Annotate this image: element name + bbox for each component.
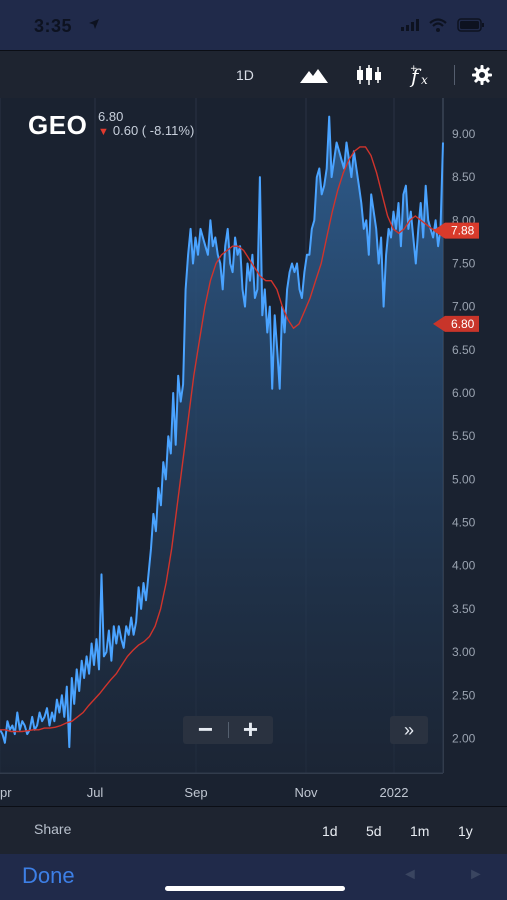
price-chart[interactable]: pr Jul Sep Nov 20229.008.508.007.507.006.506… — [0, 98, 507, 806]
y-tick-label: 7.50 — [452, 256, 476, 270]
zoom-divider — [228, 722, 229, 738]
price-line — [0, 115, 444, 749]
range-1m-button[interactable]: 1m — [410, 823, 430, 839]
price-change: ▼ 0.60 ( -8.11%) — [98, 123, 194, 138]
price-tag — [433, 222, 479, 239]
signal-icon — [401, 19, 419, 31]
home-indicator — [165, 886, 345, 891]
zoom-control: − + — [183, 716, 273, 744]
y-tick-label: 3.50 — [452, 602, 476, 616]
moving-average-line — [0, 146, 443, 733]
y-tick-label: 4.00 — [452, 559, 476, 573]
price-tag-label: 6.80 — [451, 317, 475, 331]
status-icons — [401, 16, 485, 34]
candlestick-icon[interactable] — [354, 63, 384, 87]
svg-text:x: x — [421, 73, 428, 87]
status-bar: 3:35 — [0, 0, 507, 50]
svg-text:+: + — [410, 64, 418, 74]
done-button[interactable]: Done — [22, 863, 75, 888]
location-arrow-icon — [89, 19, 99, 29]
toolbar-divider — [454, 65, 455, 85]
interval-selector[interactable]: 1D — [236, 67, 254, 83]
zoom-in-button[interactable]: + — [242, 714, 259, 744]
x-tick-label: Nov — [294, 785, 318, 800]
chart-area[interactable]: pr Jul Sep Nov 2022 9.00 8.50 8.00 7.50 7.00 6.50 6… — [0, 98, 507, 806]
mountain-chart-icon[interactable] — [299, 63, 329, 87]
range-1y-button[interactable]: 1y — [458, 823, 473, 839]
y-tick-label: 9.00 — [452, 127, 476, 141]
y-tick-label: 8.50 — [452, 170, 476, 184]
x-tick-label: Sep — [184, 785, 207, 800]
y-tick-label: 5.00 — [452, 472, 476, 486]
previous-button[interactable]: ◄ — [402, 866, 418, 883]
price-change-value: 0.60 ( -8.11%) — [112, 123, 195, 138]
wifi-icon — [429, 18, 447, 32]
y-tick-label: 2.50 — [452, 688, 476, 702]
y-tick-label: 4.50 — [452, 516, 476, 530]
share-button[interactable]: Share — [34, 821, 72, 837]
battery-icon — [457, 18, 484, 32]
status-time: 3:35 — [34, 16, 73, 36]
zoom-out-button[interactable]: − — [197, 714, 214, 744]
function-icon[interactable]: f x + — [408, 63, 438, 87]
footer-bar: Done ◄ ► — [0, 854, 507, 900]
y-tick-label: 6.50 — [452, 343, 476, 357]
price-tag-label: 7.88 — [451, 224, 475, 238]
range-bar: Share 1d 5d 1m 1y — [0, 806, 507, 855]
ticker-symbol: GEO — [28, 110, 88, 140]
gear-icon[interactable] — [468, 63, 496, 87]
price-area — [0, 116, 443, 774]
x-tick-label: pr — [0, 785, 12, 800]
x-tick-label: 2022 — [380, 785, 409, 800]
range-5d-button[interactable]: 5d — [366, 823, 382, 839]
down-arrow-icon: ▼ — [98, 126, 109, 138]
last-price: 6.80 — [98, 109, 124, 124]
y-tick-label: 6.00 — [452, 386, 476, 400]
price-tag — [433, 315, 479, 332]
next-button[interactable]: ► — [468, 866, 484, 883]
range-1d-button[interactable]: 1d — [322, 823, 338, 839]
y-tick-label: 7.00 — [452, 300, 476, 314]
y-tick-label: 3.00 — [452, 645, 476, 659]
y-tick-label: 5.50 — [452, 429, 476, 443]
y-tick-label: 2.00 — [452, 731, 476, 745]
x-tick-label: Jul — [87, 785, 104, 800]
scroll-to-latest-button[interactable]: » — [390, 716, 428, 744]
chart-toolbar: 1D f x + — [0, 50, 507, 100]
